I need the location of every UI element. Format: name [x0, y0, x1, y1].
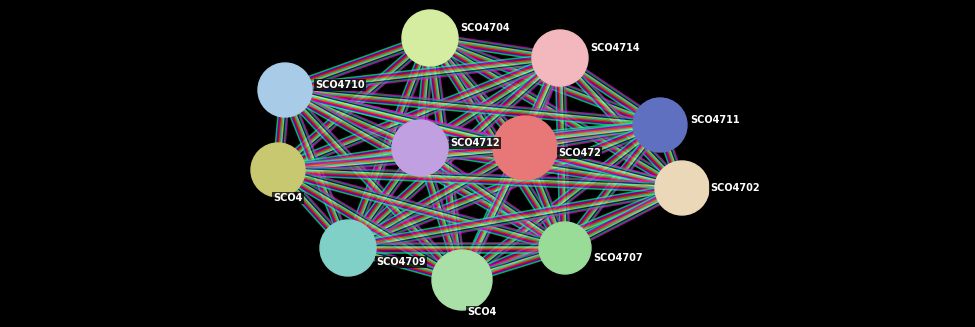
Text: SCO472: SCO472 [558, 148, 601, 158]
Circle shape [402, 10, 458, 66]
Circle shape [655, 161, 709, 215]
Text: SCO4710: SCO4710 [315, 80, 365, 90]
Circle shape [320, 220, 376, 276]
Text: SCO4: SCO4 [273, 193, 302, 203]
Circle shape [539, 222, 591, 274]
Circle shape [633, 98, 687, 152]
Circle shape [432, 250, 492, 310]
Circle shape [532, 30, 588, 86]
Circle shape [493, 116, 557, 180]
Circle shape [258, 63, 312, 117]
Circle shape [251, 143, 305, 197]
Text: SCO4714: SCO4714 [590, 43, 640, 53]
Text: SCO4709: SCO4709 [376, 257, 426, 267]
Text: SCO4704: SCO4704 [460, 23, 510, 33]
Text: SCO4702: SCO4702 [710, 183, 760, 193]
Text: SCO4707: SCO4707 [593, 253, 643, 263]
Text: SCO4711: SCO4711 [690, 115, 740, 125]
Text: SCO4712: SCO4712 [450, 138, 499, 148]
Text: SCO4: SCO4 [467, 307, 496, 317]
Circle shape [392, 120, 448, 176]
